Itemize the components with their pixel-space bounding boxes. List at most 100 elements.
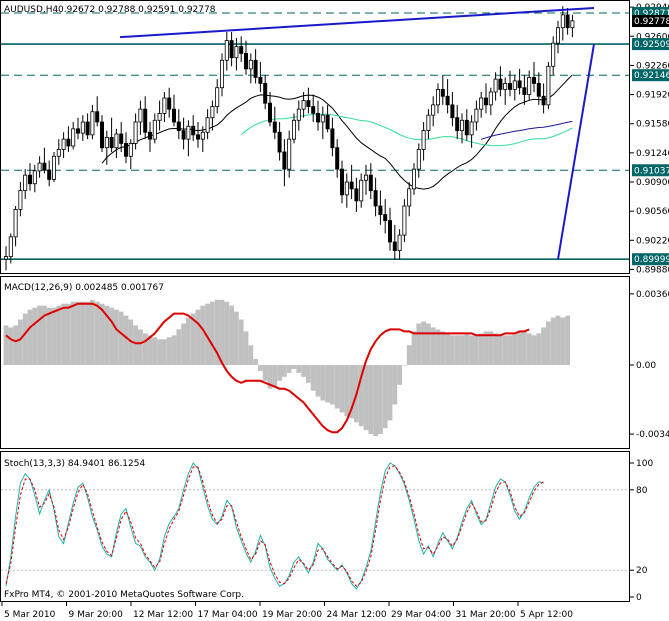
macd-histogram-bar [488,331,494,365]
macd-histogram-bar [42,305,47,365]
candle [56,139,61,165]
bull-candle-body [138,108,143,123]
macd-histogram-bar [152,337,158,365]
time-tick-label: 31 Mar 20:00 [456,610,516,620]
candle [195,122,200,148]
bull-candle-body [205,117,210,133]
bear-candle-body [354,188,359,202]
bear-candle-body [325,114,330,130]
bear-candle-body [47,169,52,180]
macd-tick-label: 0.003600 [636,290,669,300]
candle [503,77,508,105]
candle [277,122,282,161]
macd-histogram-bar [426,323,431,365]
bull-candle-body [402,205,407,236]
bull-candle-body [560,14,565,29]
price-axis: 0.929400.926000.922600.919200.915800.912… [629,3,669,275]
macd-histogram-bar [387,364,393,421]
macd-histogram-bar [166,337,172,365]
candle [229,32,234,67]
macd-histogram-bar [560,317,566,365]
macd-histogram-bar [474,335,479,365]
candle [522,74,527,105]
candle [104,130,109,165]
candle [114,128,119,158]
macd-histogram-bar [464,333,470,365]
bull-candle-body [56,149,61,157]
macd-histogram-bar [306,364,311,383]
stoch-panel[interactable]: Stoch(13,3,3) 84.9401 86.1254 FxPro MT4,… [0,451,630,602]
candle [359,173,364,208]
bull-candle-body [416,149,421,170]
bull-candle-body [162,97,167,114]
symbol-timeframe: AUDUSD,H4 [4,5,59,15]
macd-histogram-bar [171,335,177,365]
trendline[interactable] [119,7,595,39]
candle [181,117,186,150]
bear-candle-body [42,162,47,171]
macd-axis: 0.003600 0.00 -0.003497 [629,290,669,440]
bull-candle-body [411,168,416,190]
candle [493,72,498,101]
macd-histogram-bar [219,299,225,365]
macd-histogram-bar [397,364,402,385]
macd-histogram-bar [210,301,215,365]
candle [536,72,541,105]
bear-candle-body [143,108,148,133]
macd-histogram-bar [531,335,537,365]
bear-candle-body [373,190,378,207]
bull-candle-body [551,42,556,67]
bear-candle-body [507,83,512,90]
macd-histogram-bar [214,299,220,365]
trendline[interactable] [557,43,595,260]
bear-candle-body [263,83,268,104]
stoch-main-line [5,462,544,590]
candle [243,40,248,75]
candle [435,83,440,114]
macd-histogram-bar [541,327,546,365]
macd-histogram-bar [296,364,302,373]
bull-candle-body [570,20,575,29]
bull-candle-body [133,121,138,144]
bear-candle-body [565,14,570,29]
bull-candle-body [291,119,296,140]
candle [397,229,402,260]
bull-candle-body [431,104,436,116]
bull-candle-body [234,46,239,59]
bull-candle-body [556,27,561,44]
bull-candle-body [224,40,229,61]
bear-candle-body [124,143,129,157]
bear-candle-body [445,95,450,106]
bear-candle-body [272,121,277,133]
candle [37,156,42,178]
candle [80,115,85,141]
macd-panel[interactable]: MACD(12,26,9) 0.002485 0.001767 [0,276,630,449]
bear-candle-body [383,214,388,221]
bull-candle-body [301,100,306,110]
macd-histogram-bar [358,364,364,427]
bull-candle-body [320,114,325,123]
candle [416,143,421,178]
price-panel[interactable]: AUDUSD,H4 0.92672 0.92788 0.92591 0.9277… [0,0,630,274]
macd-histogram-bar [392,364,398,405]
bear-candle-body [522,87,527,95]
time-tick-label: 29 Mar 04:00 [391,610,451,620]
macd-histogram-bar [565,315,570,365]
bear-candle-body [147,131,152,140]
stoch-signal-line [5,465,544,587]
bear-candle-body [455,117,460,131]
macd-histogram-bar [310,364,316,391]
bull-candle-body [8,236,13,257]
macd-histogram-bar [498,335,503,365]
macd-tick-label: 0.00 [636,361,656,371]
candle [205,109,210,140]
bull-candle-body [527,77,532,95]
candle [191,115,196,141]
bear-candle-body [95,111,100,123]
bear-candle-body [277,131,282,153]
macd-histogram-bar [368,364,374,435]
candle [450,92,455,127]
bull-candle-body [215,87,220,107]
macd-histogram-bar [176,329,182,365]
